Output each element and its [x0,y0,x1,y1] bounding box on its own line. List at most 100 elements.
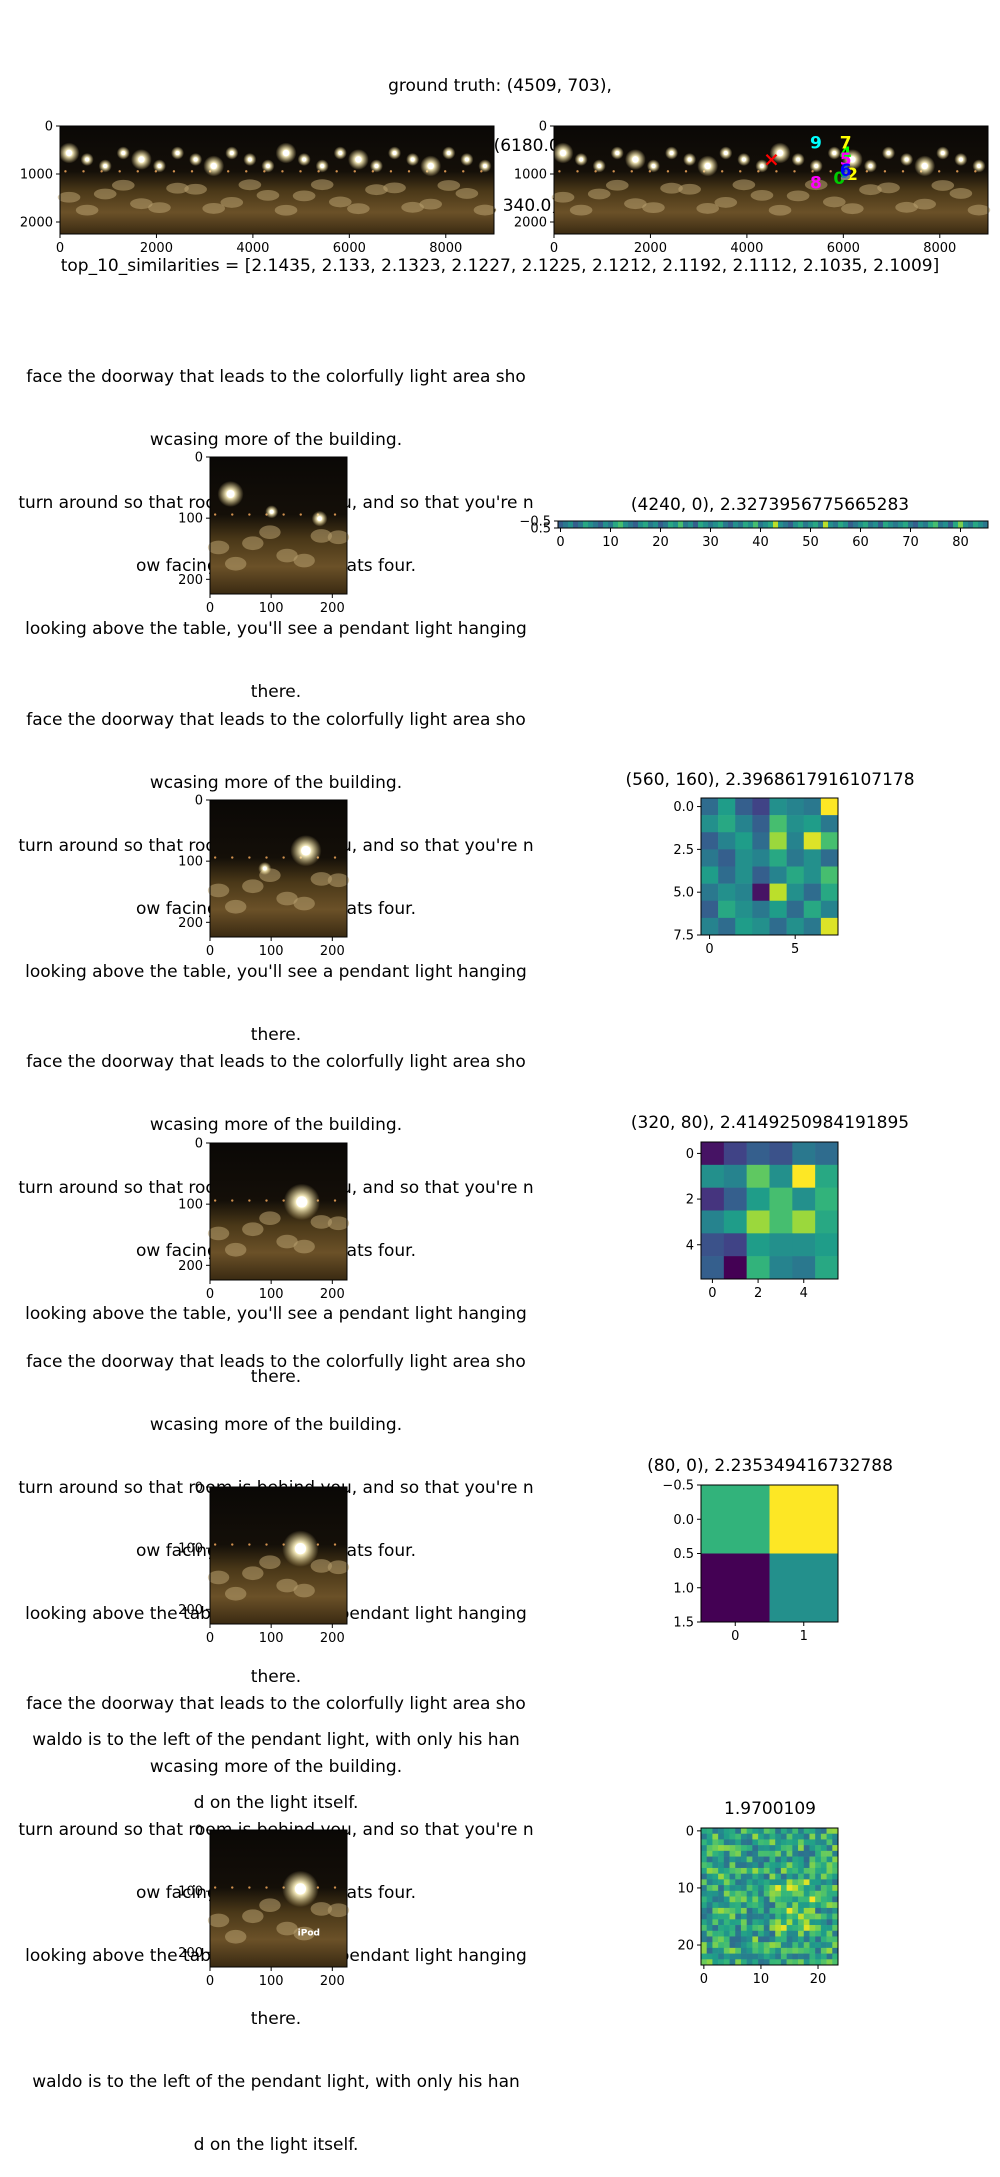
pendant-lamp [615,151,620,155]
heatmap-cell [775,1885,782,1892]
heatmap-cell [701,1187,725,1211]
heatmap-cell [798,1936,805,1943]
pendant-lamp [302,157,307,162]
x-tick-label: 0 [206,944,214,959]
heatmap-cell [826,1919,833,1926]
heatmap-cell [758,1913,765,1920]
distant-light [407,170,411,173]
heatmap-cell [809,1896,816,1903]
heatmap-cell [798,1907,805,1914]
heatmap-cell [740,1833,747,1840]
heatmap-cell [758,1839,765,1846]
heatmap-cell [763,1959,770,1966]
panorama-pred-image [551,126,991,234]
heatmap-cell [803,1913,810,1920]
heatmap-cell [763,1925,770,1932]
pendant-lamp [579,157,584,162]
heatmap-cell [701,1902,708,1909]
heatmap-cell [815,1896,822,1903]
heatmap-cell [832,1953,839,1960]
heatmap-cell [701,1890,708,1897]
heatmap-cell [786,832,805,850]
heatmap-cell [613,521,619,529]
x-tick-label: 200 [320,1287,345,1302]
y-tick-label: 2.5 [673,843,694,858]
heatmap-cell [786,1936,793,1943]
heatmap-cell [826,1873,833,1880]
distant-light [231,1543,234,1546]
heatmap-cell [775,1947,782,1954]
chair-shape [259,525,281,540]
chair-shape [276,1921,298,1936]
heatmap-cell [826,1936,833,1943]
pendant-lamp [262,866,267,871]
heatmap-cell [718,1828,725,1835]
y-tick-label: −0.5 [662,1479,694,1494]
heatmap-cell [746,1164,770,1188]
heatmap-cell [701,1873,708,1880]
heatmap-cell [633,521,639,529]
heatmap-cell [653,521,659,529]
chair-shape [276,1234,298,1249]
heatmap-cell [706,1850,713,1857]
heatmap-cell [809,1862,816,1869]
heatmap-cell [701,1907,708,1914]
heatmap-cell [706,1856,713,1863]
heatmap-cell [735,1873,742,1880]
heatmap-cell [712,1942,719,1949]
heatmap-cell [643,521,649,529]
heatmap-cell [878,521,884,529]
heatmap-cell [798,1845,805,1852]
heatmap-cell [723,1930,730,1937]
y-tick-label: 0 [195,1137,203,1152]
heatmap-cell [718,1942,725,1949]
heatmap-cell [729,1850,736,1857]
chair-shape [242,879,264,894]
view-crop-image-5: iPod [207,1830,350,1967]
pendant-lamp [138,156,145,163]
y-tick-label: 1000 [514,168,547,183]
chair-shape [242,1909,264,1924]
heatmap-cell [735,1907,742,1914]
x-tick-label: 10 [753,1972,770,1987]
heatmap-cell [718,1947,725,1954]
heatmap-cell [826,1850,833,1857]
image-overlay-label: iPod [298,1928,320,1938]
heatmap-cell [729,1856,736,1863]
pendant-lamp [868,163,873,168]
distant-light [720,170,724,173]
distant-light [213,1199,217,1202]
y-tick-label: 200 [178,916,203,931]
heatmap-cell [815,1850,822,1857]
distant-light [265,856,268,859]
heatmap-cell [701,1953,708,1960]
heatmap-cell [673,521,679,529]
pendant-lamp [317,516,322,522]
room-photo-background [60,126,494,234]
heatmap-cell [792,1925,799,1932]
heatmap-cell [758,1856,765,1863]
heatmap-cell [775,1856,782,1863]
heatmap-cell [723,521,729,529]
heatmap-cell [798,521,804,529]
heatmap-cell [769,1953,776,1960]
pendant-lamp [355,156,362,163]
pendant-lamp [904,157,909,162]
heatmap-cell [973,521,979,529]
heatmap-cell [729,1828,736,1835]
prediction-label-3: 3 [840,165,852,185]
heatmap-cell [786,1953,793,1960]
x-tick-label: 200 [320,1974,345,1989]
heatmap-cell [792,1947,799,1954]
distant-light [299,170,302,173]
heatmap-cell [729,1839,736,1846]
chair-shape [327,1560,350,1575]
heatmap-cell [983,521,989,529]
heatmap-cell [780,1907,787,1914]
heatmap-cell [815,1885,822,1892]
heatmap-cell [763,1902,770,1909]
heatmap-cell [769,1845,776,1852]
heatmap-cell [820,900,839,919]
heatmap-cell [701,1885,708,1892]
heatmap-cell [718,1867,725,1874]
